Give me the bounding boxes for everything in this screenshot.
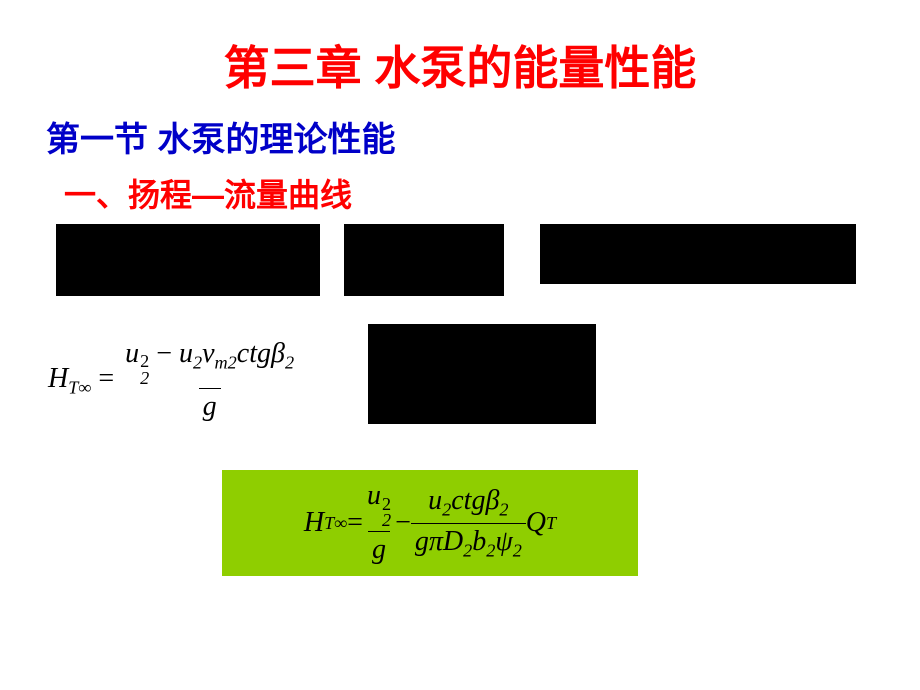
redaction-box-1 xyxy=(56,224,320,296)
redaction-box-4 xyxy=(368,324,596,424)
section-title: 第一节 水泵的理论性能 xyxy=(46,112,395,161)
subsection-title: 一、扬程—流量曲线 xyxy=(64,170,352,216)
chapter-title: 第三章 水泵的能量性能 xyxy=(0,32,920,98)
formula-h-tinf-2-highlight: HT∞ = u22g − u2ctgβ2gπD2b2ψ2QT xyxy=(222,470,638,576)
formula-h-tinf-1: HT∞ = u22 − u2vm2ctgβ2g xyxy=(48,338,298,423)
redaction-box-2 xyxy=(344,224,504,296)
slide: 第三章 水泵的能量性能 第一节 水泵的理论性能 一、扬程—流量曲线 HT∞ = … xyxy=(0,0,920,690)
redaction-box-3 xyxy=(540,224,856,284)
